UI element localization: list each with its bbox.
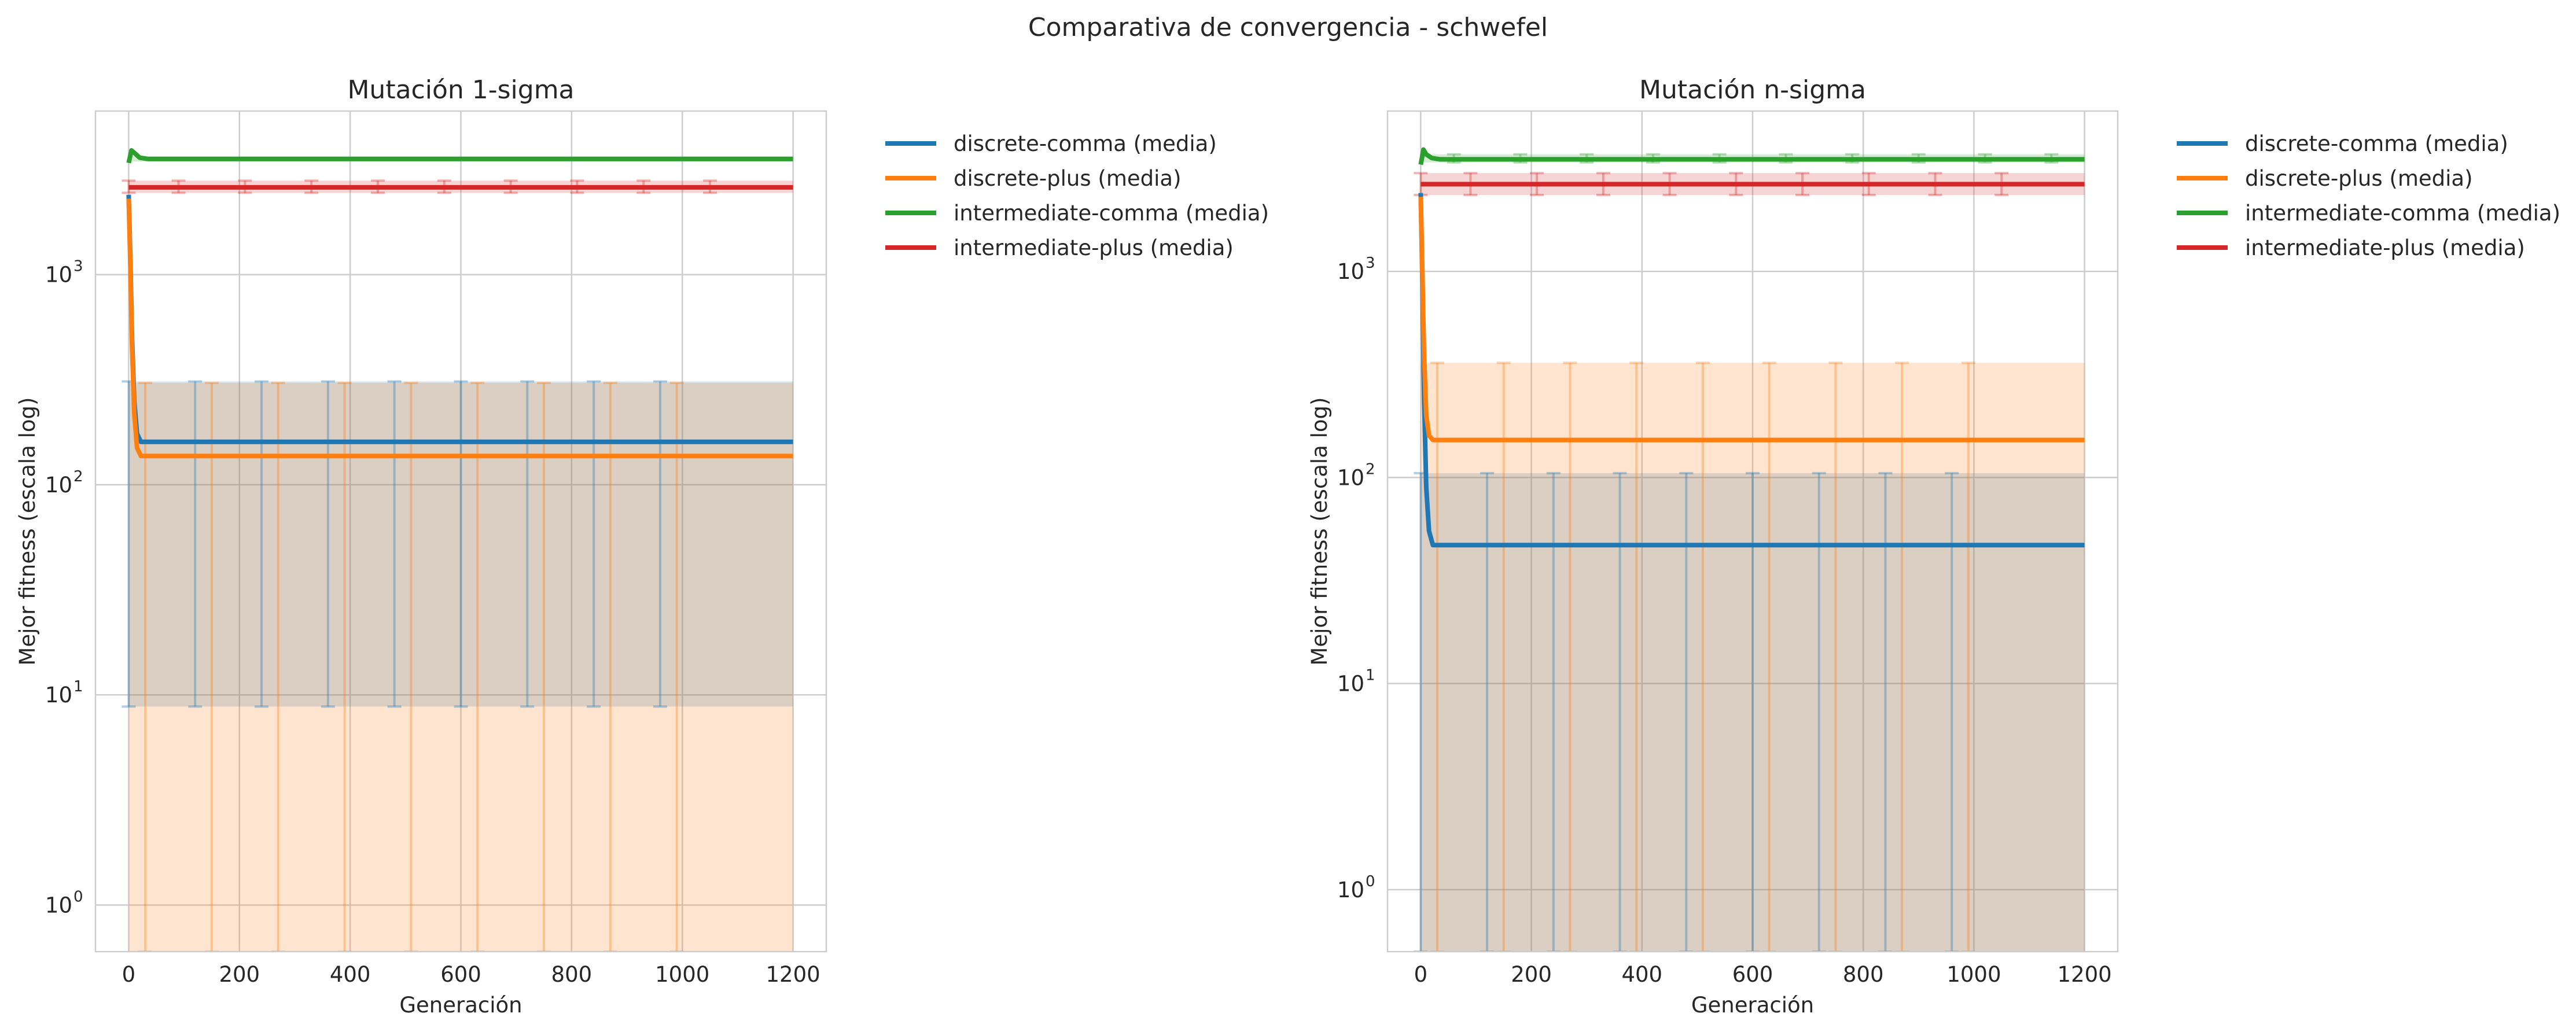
legend-label-intermediate-comma: intermediate-comma (media): [954, 201, 1269, 226]
series-line-intermediate-comma: [1418, 147, 2085, 165]
y-tick-exponent: 2: [73, 468, 83, 485]
band-discrete-plus: [128, 382, 793, 952]
panel-title: Mutación 1-sigma: [347, 75, 574, 105]
y-tick-label: 10: [1337, 672, 1364, 697]
series-line-discrete-plus: [126, 198, 793, 459]
band-discrete-comma: [128, 381, 793, 707]
series-line-intermediate-comma: [126, 148, 793, 164]
y-tick-exponent: 3: [1366, 255, 1375, 272]
plot-area: [1414, 147, 2085, 952]
y-tick-label: 10: [1337, 259, 1364, 284]
legend-label-discrete-comma: discrete-comma (media): [2245, 131, 2508, 156]
y-tick-exponent: 0: [1366, 873, 1375, 890]
plot-frame: [94, 110, 827, 953]
legend-label-intermediate-comma: intermediate-comma (media): [2245, 201, 2560, 226]
x-tick-label: 800: [551, 962, 593, 987]
x-tick-label: 600: [1732, 962, 1773, 987]
y-tick-exponent: 2: [1366, 460, 1375, 478]
y-tick-label: 10: [45, 683, 72, 708]
y-tick-label: 10: [45, 893, 72, 918]
x-tick-label: 1200: [2058, 962, 2112, 987]
legend-label-discrete-plus: discrete-plus (media): [2245, 166, 2473, 191]
band-discrete-comma: [1421, 473, 2085, 952]
x-tick-label: 800: [1843, 962, 1884, 987]
y-tick-exponent: 1: [73, 678, 83, 695]
x-tick-label: 1000: [1946, 962, 2001, 987]
legend: discrete-comma (media) discrete-plus (med…: [885, 131, 1269, 260]
y-tick-exponent: 0: [73, 888, 83, 905]
y-tick-label: 10: [1337, 878, 1364, 902]
x-tick-label: 200: [219, 962, 260, 987]
x-tick-label: 400: [330, 962, 371, 987]
y-axis-label: Mejor fitness (escala log): [15, 397, 40, 666]
plot-frame: [1386, 110, 2119, 953]
x-tick-label: 600: [440, 962, 481, 987]
x-tick-label: 1000: [655, 962, 709, 987]
x-tick-label: 200: [1511, 962, 1552, 987]
y-tick-label: 10: [45, 473, 72, 498]
x-axis-label: Generación: [399, 993, 522, 1018]
y-tick-label: 10: [45, 263, 72, 288]
x-tick-label: 0: [1414, 962, 1428, 987]
series-line-discrete-plus: [1418, 197, 2085, 443]
plot-area: [122, 148, 793, 952]
y-axis-label: Mejor fitness (escala log): [1307, 397, 1332, 666]
band-discrete-plus: [1421, 363, 2085, 952]
panel-title: Mutación n-sigma: [1639, 75, 1866, 105]
x-tick-label: 0: [122, 962, 136, 987]
x-axis-label: Generación: [1691, 993, 1814, 1018]
legend: discrete-comma (media) discrete-plus (med…: [2177, 131, 2560, 260]
figure-title: Comparativa de convergencia - schwefel: [1028, 13, 1548, 42]
legend-label-intermediate-plus: intermediate-plus (media): [954, 235, 1234, 260]
y-tick-label: 10: [1337, 465, 1364, 490]
x-tick-label: 400: [1621, 962, 1662, 987]
y-tick-exponent: 1: [1366, 667, 1375, 684]
legend-label-discrete-plus: discrete-plus (media): [954, 166, 1182, 191]
y-tick-exponent: 3: [73, 258, 83, 275]
legend-label-discrete-comma: discrete-comma (media): [954, 131, 1217, 156]
legend-label-intermediate-plus: intermediate-plus (media): [2245, 235, 2525, 260]
x-tick-label: 1200: [766, 962, 820, 987]
